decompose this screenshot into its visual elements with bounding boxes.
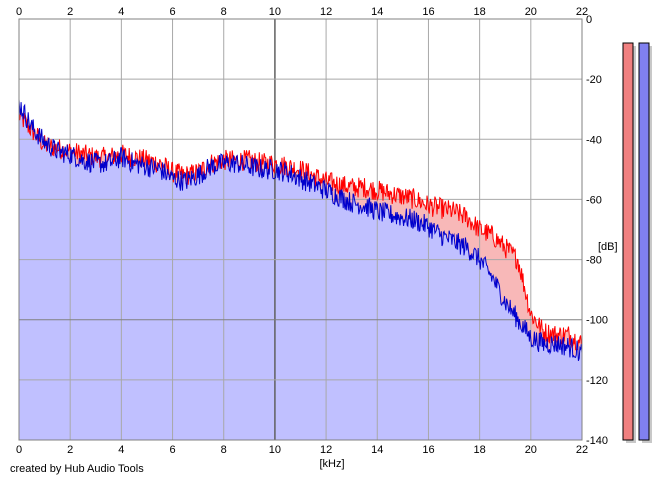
level-meters (622, 42, 652, 443)
y-tick-label: -20 (586, 74, 602, 86)
x-tick-label-bottom: 16 (422, 444, 434, 456)
x-tick-label-top: 8 (221, 6, 227, 18)
y-tick-label: 0 (586, 14, 592, 26)
y-tick-label: -100 (586, 315, 608, 327)
x-tick-label-bottom: 4 (118, 444, 124, 456)
series-line-0 (18, 107, 583, 351)
x-axis-title: [kHz] (319, 458, 344, 470)
spectrum-lines (18, 99, 583, 361)
spectrum-fills (19, 99, 582, 441)
x-tick-label-top: 4 (118, 6, 124, 18)
y-tick-label: -40 (586, 134, 602, 146)
x-tick-label-bottom: 0 (16, 444, 22, 456)
x-tick-labels-top: 0 2 4 6 8 10 12 14 16 18 20 22 (16, 6, 588, 18)
x-tick-label-bottom: 20 (525, 444, 537, 456)
y-tick-label: -140 (586, 435, 608, 447)
x-tick-label-top: 20 (525, 6, 537, 18)
meter-bar (622, 42, 634, 441)
x-tick-label-bottom: 12 (320, 444, 332, 456)
y-tick-labels: 0 -20 -40 -60 -80 -100 -120 -140 (586, 14, 608, 447)
series-fill-1 (19, 99, 582, 441)
x-tick-label-top: 0 (16, 6, 22, 18)
series-line-1 (18, 99, 583, 361)
meter-bar (638, 42, 650, 441)
x-tick-label-top: 22 (576, 6, 588, 18)
x-tick-label-top: 12 (320, 6, 332, 18)
x-tick-label-top: 14 (371, 6, 383, 18)
x-tick-label-top: 2 (67, 6, 73, 18)
x-tick-label-bottom: 2 (67, 444, 73, 456)
plot-border (18, 18, 583, 441)
credit-text: created by Hub Audio Tools (10, 463, 144, 475)
x-tick-label-bottom: 18 (474, 444, 486, 456)
x-tick-label-bottom: 6 (169, 444, 175, 456)
x-tick-labels-bottom: 0 2 4 6 8 10 12 14 16 18 20 22 (16, 444, 588, 456)
x-tick-label-top: 16 (422, 6, 434, 18)
y-tick-label: -80 (586, 255, 602, 267)
y-tick-label: -60 (586, 194, 602, 206)
x-tick-label-bottom: 14 (371, 444, 383, 456)
x-tick-label-bottom: 10 (269, 444, 281, 456)
x-tick-label-bottom: 8 (221, 444, 227, 456)
y-tick-label: -120 (586, 375, 608, 387)
y-axis-title: [dB] (598, 241, 618, 253)
x-tick-label-top: 18 (474, 6, 486, 18)
x-tick-label-bottom: 22 (576, 444, 588, 456)
x-tick-label-top: 6 (169, 6, 175, 18)
x-tick-label-top: 10 (269, 6, 281, 18)
